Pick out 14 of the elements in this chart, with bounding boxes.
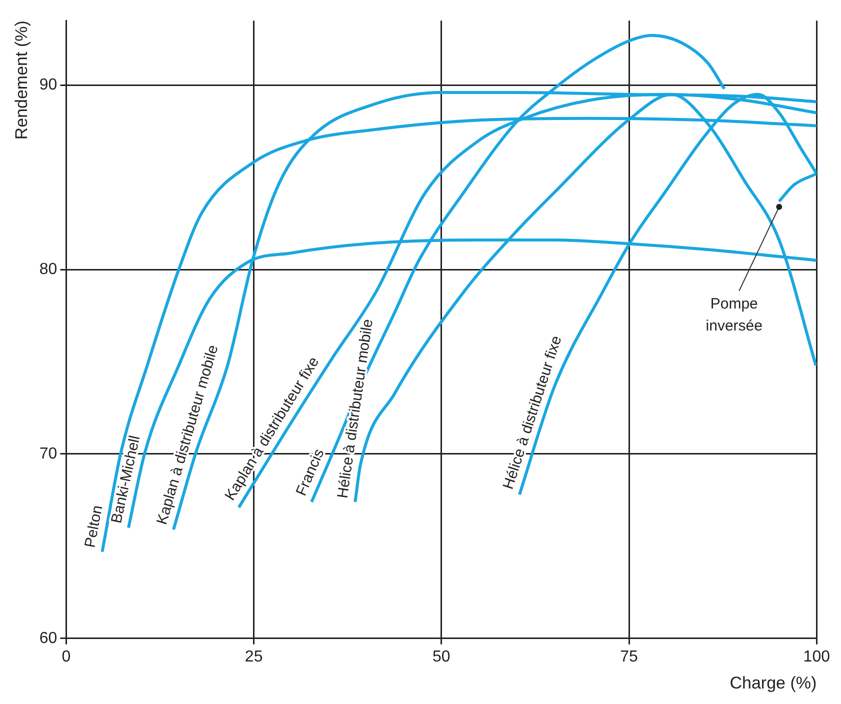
x-tick-label: 100 [803, 648, 830, 666]
x-tick-label: 75 [620, 648, 638, 666]
text: Pelton [82, 504, 106, 549]
x-tick-label: 50 [432, 648, 450, 666]
x-tick-label: 25 [244, 648, 263, 666]
x-tick-label: 0 [62, 648, 71, 666]
y-tick-label: 80 [39, 260, 58, 278]
y-tick-label: 90 [39, 76, 58, 94]
annotation: Pompe inversée [706, 296, 762, 335]
y-tick-label: 70 [39, 445, 58, 462]
text: Hélice à distributeur mobile [334, 318, 377, 500]
y-tick-label: 60 [39, 630, 58, 647]
y-axis-title: Rendement (%) [12, 20, 31, 140]
x-axis-title: Charge (%) [730, 673, 817, 692]
